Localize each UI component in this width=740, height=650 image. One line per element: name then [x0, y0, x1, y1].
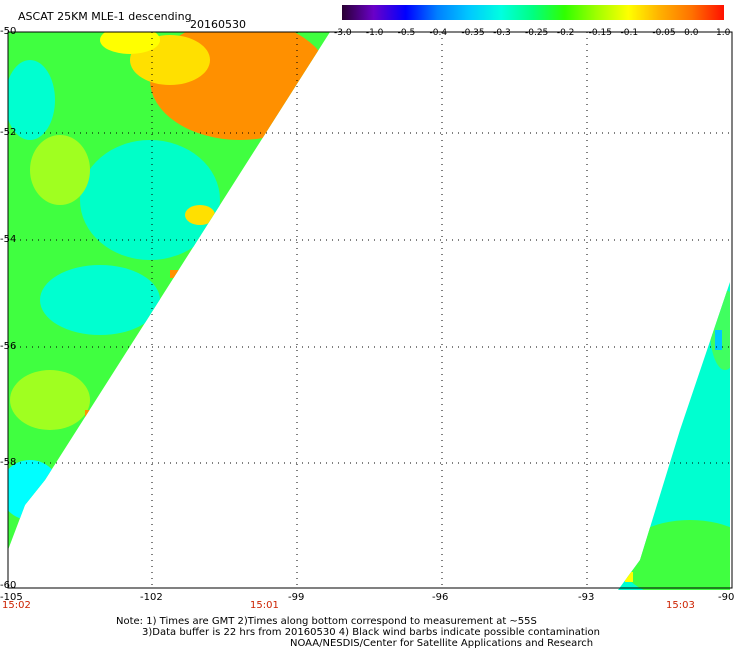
x-tick-label: -105	[0, 592, 23, 603]
colorbar-labels: -3.0 -1.0 -0.5 -0.4 -0.35 -0.3 -0.25 -0.2 -0.15-…	[334, 28, 736, 40]
y-tick-label: -58	[0, 457, 17, 468]
y-tick-label: -52	[0, 127, 17, 138]
colorbar-tick-label: 0.0	[684, 28, 699, 38]
colorbar-tick-label: 1.0	[716, 28, 731, 38]
note-line-2: 3)Data buffer is 22 hrs from 20160530 4)…	[142, 627, 600, 638]
plot-frame	[7, 31, 733, 589]
note-line-1: Note: 1) Times are GMT 2)Times along bot…	[116, 616, 537, 627]
left-swath	[8, 32, 330, 550]
product-title: ASCAT 25KM MLE-1 descending	[18, 10, 192, 23]
y-tick-label: -60	[0, 580, 17, 591]
y-tick-label: -54	[0, 234, 17, 245]
colorbar-tick-label: -0.3	[493, 28, 511, 38]
colorbar-tick-label: -0.2	[556, 28, 575, 38]
x-tick-label: -99	[288, 592, 305, 603]
colorbar-tick-label: -0.25	[525, 28, 549, 38]
colorbar-tick-label: -0.1	[620, 28, 639, 38]
product-date: 20160530	[190, 18, 246, 31]
colorbar-tick-label: -0.05	[652, 28, 676, 38]
x-tick-label: -96	[432, 592, 449, 603]
x-tick-label: -90	[718, 592, 735, 603]
colorbar-tick-label: -0.5	[397, 28, 416, 38]
right-swath	[618, 282, 730, 590]
time-label: 15:03	[666, 600, 695, 611]
time-label: 15:02	[2, 600, 31, 611]
time-label: 15:01	[250, 600, 279, 611]
colorbar-tick-label: -3.0	[334, 28, 352, 38]
colorbar	[342, 5, 724, 20]
y-tick-label: -50	[0, 26, 17, 37]
x-tick-label: -93	[578, 592, 595, 603]
note-line-3: NOAA/NESDIS/Center for Satellite Applica…	[290, 638, 594, 649]
colorbar-tick-label: -0.35	[461, 28, 485, 38]
y-tick-label: -56	[0, 341, 17, 352]
gridlines	[8, 32, 732, 588]
x-tick-label: -102	[140, 592, 163, 603]
colorbar-tick-label: -1.0	[365, 28, 384, 38]
colorbar-tick-label: -0.15	[588, 28, 612, 38]
colorbar-tick-label: -0.4	[429, 28, 448, 38]
